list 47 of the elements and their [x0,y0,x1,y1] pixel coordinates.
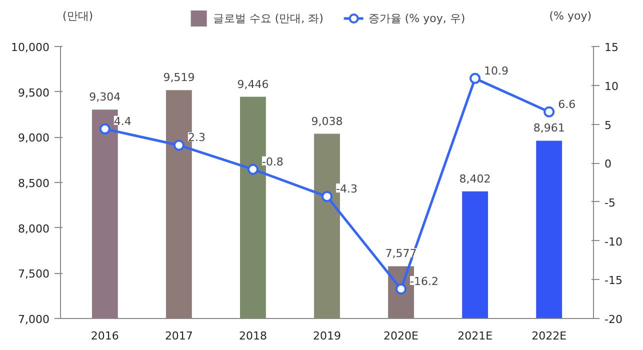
data-label: -0.8 [262,155,284,168]
data-label: -16.2 [410,274,438,288]
point [396,283,407,294]
data-label: 6.6 [558,98,576,111]
y-tick-label: 9,000 [18,132,50,145]
y2-axis-title: (% yoy) [549,10,592,23]
data-label: 8,961 [533,122,565,135]
data-label: 9,304 [89,90,121,104]
data-label: 4.4 [114,114,132,128]
data-label: 9,038 [311,114,343,128]
point [247,164,258,175]
y2-tick-label: -10 [604,235,622,248]
data-label: 10.9 [484,64,509,78]
y2-tick-label: -15 [604,274,622,288]
y-tick-label: 7,500 [18,268,50,281]
data-label: 8,402 [459,172,491,186]
point [99,123,110,134]
y2-tick-label: 5 [604,118,612,132]
x-tick-label: 2020E [384,330,419,342]
y-tick-label: 8,000 [18,222,50,236]
y2-tick-label: -20 [604,313,622,326]
point [470,72,481,84]
y-tick-label: 10,000 [11,41,50,54]
point [173,140,184,151]
y-tick-label: 9,500 [18,86,50,100]
x-tick-label: 2021E [458,330,493,342]
data-label: 9,446 [237,78,269,91]
point [544,106,555,118]
x-tick-label: 2016 [90,330,119,342]
data-label: 2.3 [188,131,206,144]
y2-tick-label: 15 [604,41,618,54]
legend-label: 증가율 (% yoy, 우) [368,10,466,26]
y2-tick-label: 10 [604,80,618,93]
y2-tick-label: -5 [604,196,616,210]
x-tick-label: 2022E [532,330,567,342]
data-label: 9,519 [163,71,195,84]
y2-tick-label: 0 [604,158,612,171]
y-tick-label: 8,500 [18,177,50,190]
y-tick-label: 7,000 [18,313,50,326]
y-axis-title: (만대) [62,10,94,23]
x-tick-label: 2019 [313,330,342,342]
x-tick-label: 2017 [164,330,193,342]
data-label: -4.3 [336,182,358,196]
point [322,191,332,202]
x-tick-label: 2018 [238,330,267,342]
legend-label: 글로벌 수요 (만대, 좌) [212,10,324,26]
data-label: 7,577 [385,247,417,260]
